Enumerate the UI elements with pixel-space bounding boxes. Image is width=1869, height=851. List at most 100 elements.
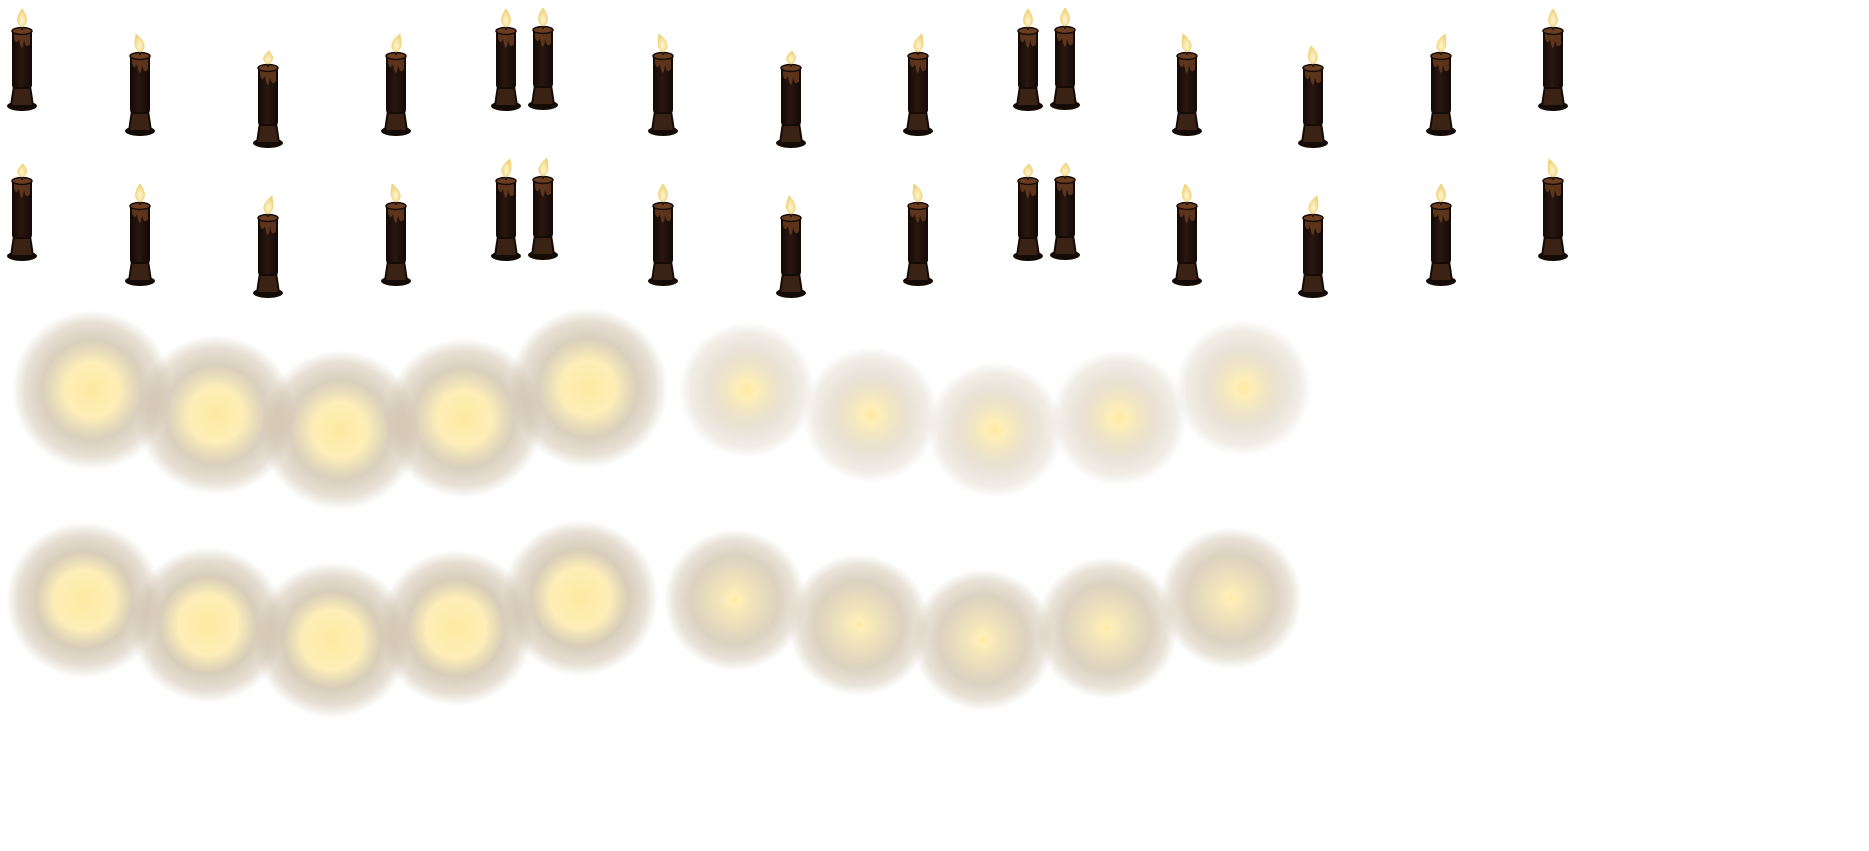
glow-sprite — [1051, 350, 1187, 486]
wax-drip — [1545, 182, 1561, 198]
wax-drip — [1179, 207, 1195, 223]
candle-sprite — [491, 158, 521, 261]
candle-slot — [903, 33, 933, 136]
candle-sprite — [1298, 195, 1328, 298]
candle-slot — [1013, 162, 1080, 261]
candle-slot — [1538, 158, 1568, 261]
wax-drip — [14, 32, 30, 48]
candle-sprite — [253, 50, 283, 148]
candle-slot — [1538, 8, 1568, 111]
glow-sprite — [502, 520, 658, 676]
wax-drip — [910, 207, 926, 223]
flame-icon — [1181, 33, 1192, 53]
flame-icon — [1307, 45, 1318, 65]
flame-icon — [1547, 158, 1558, 178]
flame-icon — [135, 183, 145, 203]
candle-slot — [491, 157, 558, 261]
wax-drip — [1020, 182, 1036, 198]
candle-sprite — [125, 183, 155, 286]
wax-drip — [132, 57, 148, 73]
candle-sprite — [528, 7, 558, 110]
candle-slot — [1298, 195, 1328, 298]
candle-sprite — [491, 8, 521, 111]
glow-sprite — [12, 310, 172, 470]
glow-group-wide — [6, 520, 658, 718]
candle-slot — [125, 33, 155, 136]
candle-sprite — [776, 195, 806, 298]
glow-group-pin — [664, 527, 1302, 711]
wax-drip — [1020, 32, 1036, 48]
flame-icon — [538, 7, 548, 27]
candle-sprite — [1426, 33, 1456, 136]
glow-frame-a — [12, 308, 1311, 510]
candle-slot — [491, 7, 558, 111]
candle-slot — [253, 195, 283, 298]
wax-drip — [498, 32, 514, 48]
candle-sprite — [125, 33, 155, 136]
candle-sprite — [903, 33, 933, 136]
candle-slot — [1426, 183, 1456, 286]
candle-sprite — [1172, 183, 1202, 286]
glow-sprite — [1036, 557, 1178, 699]
flame-icon — [17, 8, 27, 28]
candle-sprite — [381, 33, 411, 136]
flame-icon — [501, 158, 512, 178]
glow-group-faint — [679, 320, 1311, 498]
flame-icon — [657, 33, 668, 53]
candle-sprite — [1538, 8, 1568, 111]
candle-slot — [648, 183, 678, 286]
wax-drip — [910, 57, 926, 73]
wax-drip — [1057, 31, 1073, 47]
glow-sprite — [1175, 320, 1311, 456]
candle-slot — [1426, 33, 1456, 136]
flame-icon — [263, 50, 274, 65]
candle-slot — [903, 183, 933, 286]
wax-drip — [14, 182, 30, 198]
candle-slot — [7, 163, 37, 261]
candle-slot — [253, 50, 283, 148]
candle-sprite — [648, 183, 678, 286]
flame-icon — [1548, 8, 1558, 28]
candle-sprite — [776, 50, 806, 148]
flame-icon — [501, 8, 511, 28]
wax-drip — [1433, 207, 1449, 223]
flame-icon — [1023, 8, 1033, 28]
candle-sprite — [1538, 158, 1568, 261]
glow-group-wide — [12, 308, 668, 510]
wax-drip — [783, 219, 799, 235]
wax-drip — [1433, 57, 1449, 73]
candle-slot — [381, 33, 411, 136]
glow-sprite — [378, 550, 534, 706]
wax-drip — [1179, 57, 1195, 73]
flame-icon — [134, 33, 145, 53]
candle-sprite — [1013, 8, 1043, 111]
wax-drip — [1305, 69, 1321, 85]
wax-drip — [783, 69, 799, 85]
flame-icon — [391, 33, 402, 53]
flame-icon — [1436, 183, 1446, 203]
candle-slot — [7, 8, 37, 111]
candle-slot — [1172, 33, 1202, 136]
candle-sprite — [1050, 7, 1080, 110]
flame-icon — [17, 163, 28, 178]
candle-sprite — [253, 195, 283, 298]
glow-sprite — [679, 322, 815, 458]
candle-slot — [125, 183, 155, 286]
wax-drip — [1545, 32, 1561, 48]
candle-sprite — [528, 157, 558, 260]
candle-sprite — [1298, 45, 1328, 148]
wax-drip — [535, 31, 551, 47]
candle-sprite — [381, 183, 411, 286]
flame-icon — [786, 50, 797, 65]
glow-frame-b — [6, 520, 1302, 718]
wax-drip — [1057, 181, 1073, 197]
candle-slot — [1172, 183, 1202, 286]
candle-layer — [7, 7, 1568, 298]
flame-icon — [913, 33, 924, 53]
wax-drip — [388, 207, 404, 223]
wax-drip — [498, 182, 514, 198]
glow-sprite — [1160, 527, 1302, 669]
candle-sprite — [7, 8, 37, 111]
glow-sprite — [6, 522, 162, 678]
glow-sprite — [384, 338, 544, 498]
